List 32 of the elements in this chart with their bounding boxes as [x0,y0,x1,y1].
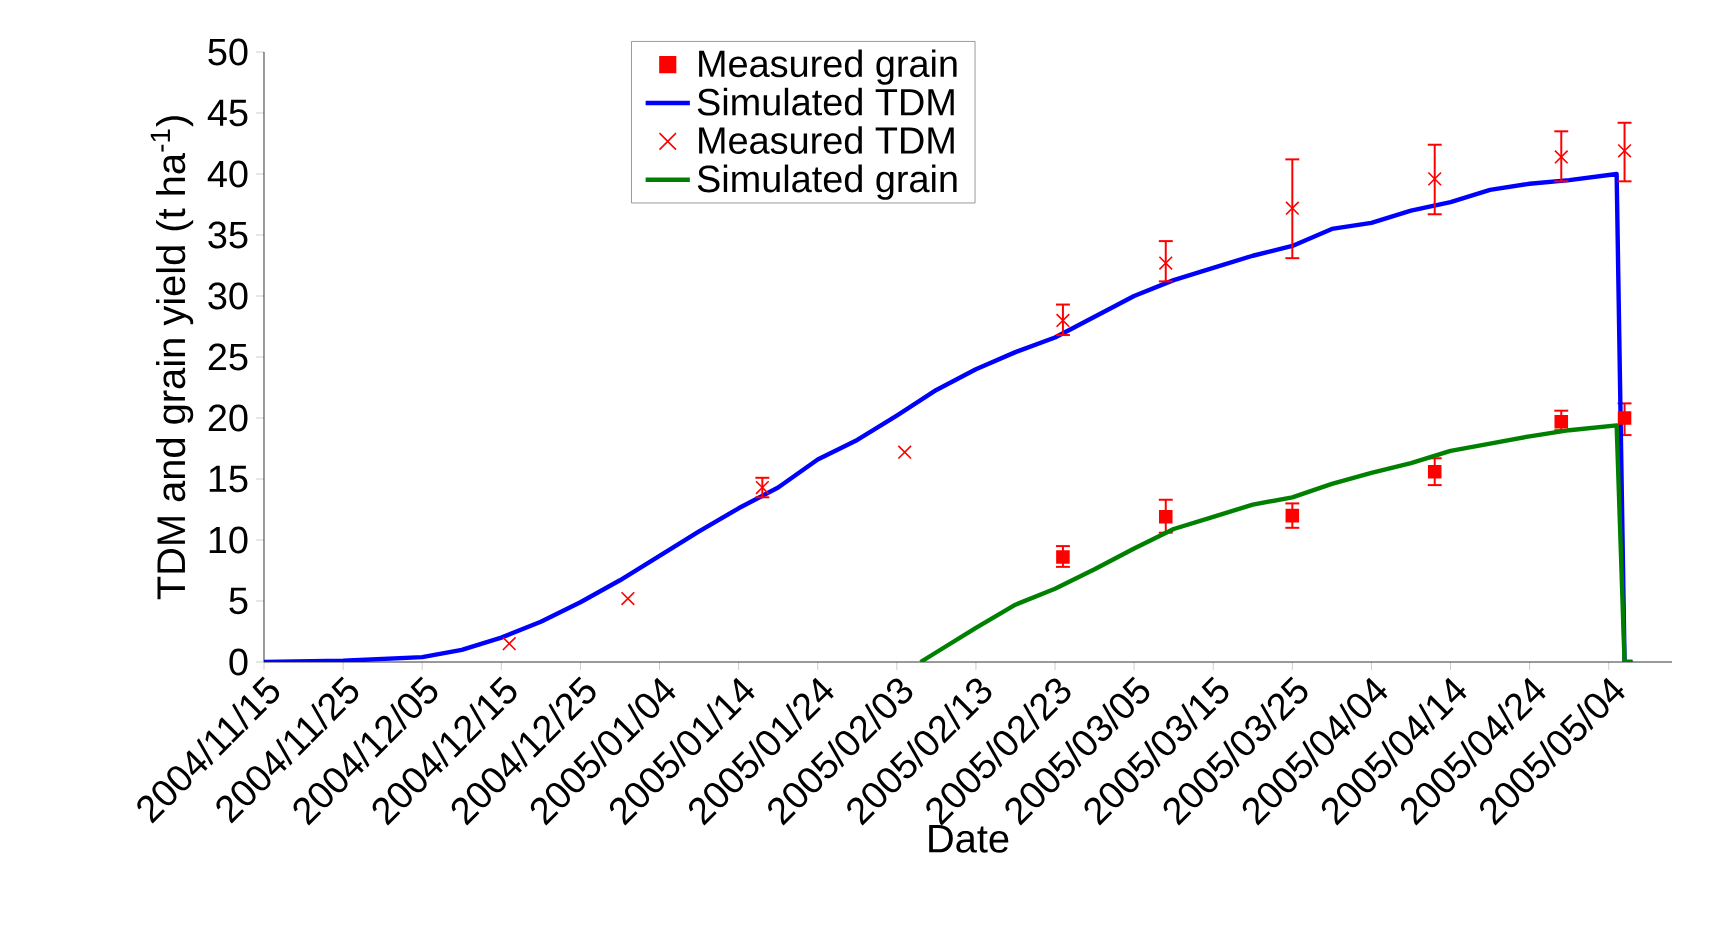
point [1617,411,1632,425]
point [1158,510,1173,524]
point [1617,143,1632,158]
point [1427,171,1442,187]
x-axis-title: Date [929,824,1009,853]
point [1554,149,1569,165]
point [1285,508,1300,523]
y-tick-label: 50 [208,38,248,66]
point [1056,550,1070,564]
y-tick-label: 15 [209,465,248,493]
point [502,636,517,651]
point [620,591,636,606]
y-tick-label: 10 [209,526,248,554]
legend-label: Measured TDM [699,126,954,154]
legend-label: Measured grain [699,49,957,85]
legend-label: Simulated TDM [697,87,954,116]
legend-label: Simulated grain [697,164,957,200]
point [897,445,912,460]
point [1158,255,1173,271]
y-tick-label: 35 [208,221,248,249]
y-tick-label: 20 [208,404,248,432]
point [1427,464,1442,479]
y-tick-label: 5 [229,587,248,615]
y-tick-label: 30 [208,282,248,310]
y-axis-title: TDM and grain yield (t ha$^{-1}$) [150,116,194,600]
point [1285,201,1300,216]
y-tick-label: 0 [229,648,248,676]
point [1055,313,1071,328]
point [755,480,770,495]
y-tick-label: 25 [208,343,248,371]
y-tick-label: 40 [207,160,248,188]
y-tick-label: 45 [207,99,248,127]
